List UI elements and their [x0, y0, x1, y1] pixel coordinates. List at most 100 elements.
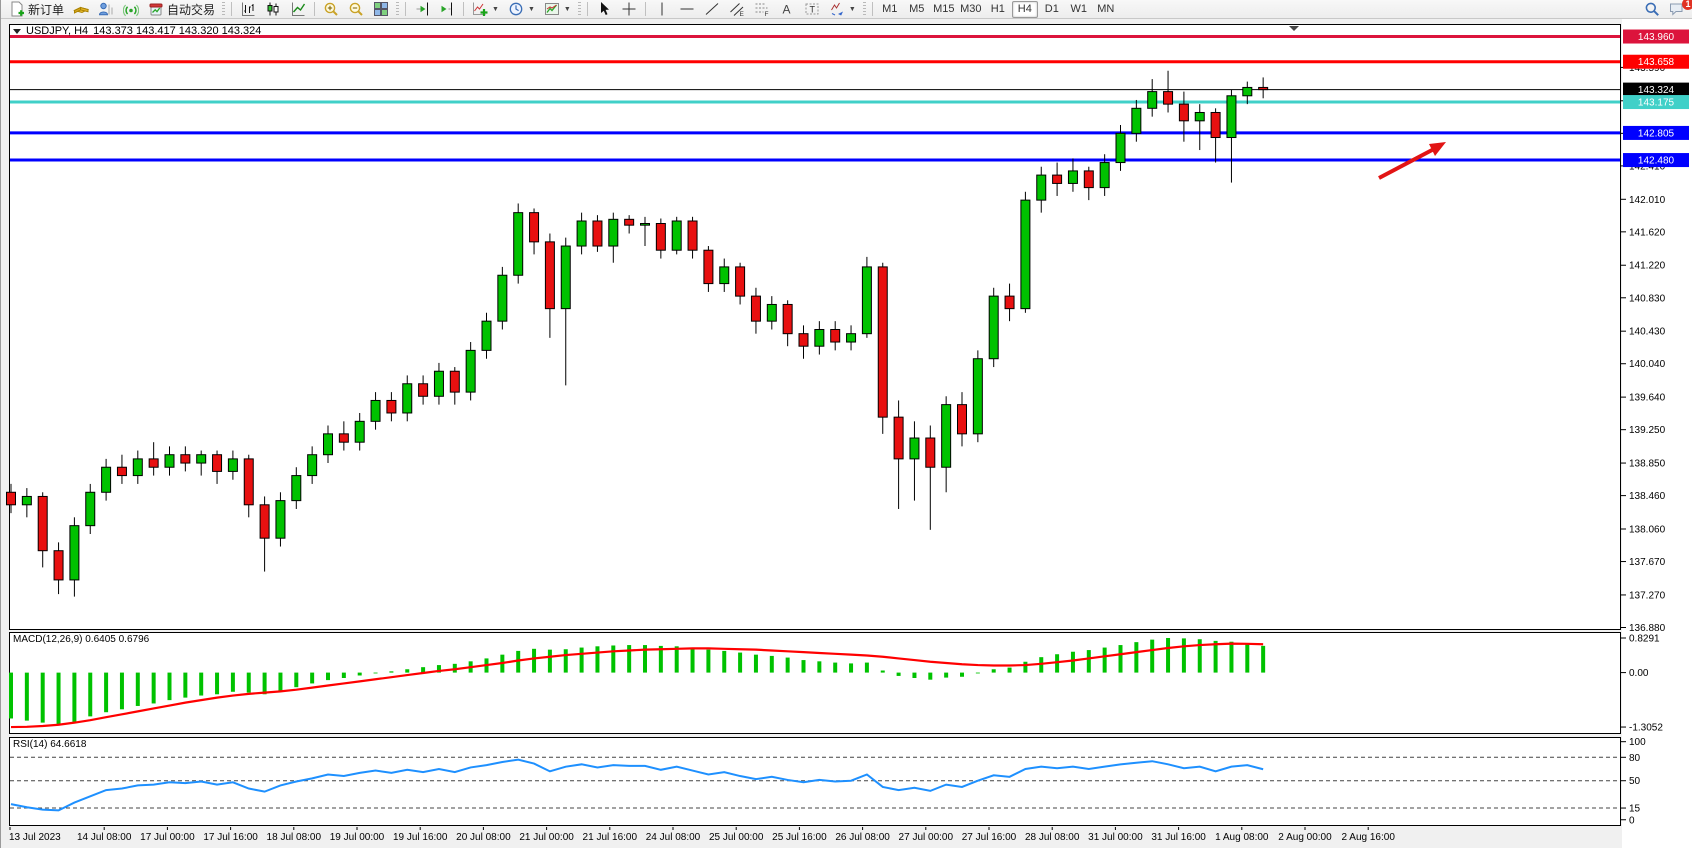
timeframe-mn-button[interactable]: MN: [1093, 1, 1119, 18]
svg-text:140.830: 140.830: [1629, 293, 1666, 304]
label-button[interactable]: T: [800, 1, 824, 18]
svg-text:25 Jul 16:00: 25 Jul 16:00: [772, 832, 827, 843]
crosshair-icon: [621, 1, 637, 17]
svg-text:143.175: 143.175: [1638, 98, 1675, 109]
svg-text:141.620: 141.620: [1629, 227, 1666, 238]
svg-text:21 Jul 16:00: 21 Jul 16:00: [583, 832, 638, 843]
search-button[interactable]: [1640, 1, 1664, 18]
svg-text:142.010: 142.010: [1629, 195, 1666, 206]
candlestick-chart-button[interactable]: [261, 1, 285, 18]
toolbar-grip: [222, 2, 226, 16]
shift-marker-icon: [1289, 26, 1299, 31]
fibonacci-button[interactable]: F: [750, 1, 774, 18]
templates-button[interactable]: ▼: [540, 1, 575, 18]
channel-icon: E: [729, 1, 745, 17]
periods-icon: [508, 1, 524, 17]
shapes-icon: [829, 1, 845, 17]
svg-text:19 Jul 00:00: 19 Jul 00:00: [330, 832, 385, 843]
svg-text:21 Jul 00:00: 21 Jul 00:00: [519, 832, 574, 843]
signals-icon: [123, 1, 140, 17]
price-tag: [1623, 82, 1689, 97]
tile-windows-button[interactable]: [369, 1, 393, 18]
timeframe-w1-button[interactable]: W1: [1066, 1, 1092, 18]
vertical-line-icon: [654, 1, 670, 17]
timeframe-m5-button[interactable]: M5: [904, 1, 930, 18]
horizontal-line-button[interactable]: [675, 1, 699, 18]
new-chart-icon: [73, 1, 90, 17]
price-tag: [1623, 95, 1689, 110]
toolbar-separator: [644, 2, 646, 16]
svg-text:17 Jul 16:00: 17 Jul 16:00: [203, 832, 258, 843]
bar-chart-button[interactable]: [236, 1, 260, 18]
autotrading-button[interactable]: 自动交易: [144, 1, 219, 18]
svg-text:143.658: 143.658: [1638, 57, 1675, 68]
timeframe-h1-button[interactable]: H1: [985, 1, 1011, 18]
channel-button[interactable]: E: [725, 1, 749, 18]
toolbar: 新订单 自动交易: [1, 0, 1692, 19]
svg-text:1 Aug 08:00: 1 Aug 08:00: [1215, 832, 1269, 843]
vertical-line-button[interactable]: [650, 1, 674, 18]
autotrading-label: 自动交易: [167, 2, 216, 17]
fibonacci-icon: F: [754, 1, 770, 17]
toolbar-separator: [405, 2, 407, 16]
bar-chart-icon: [240, 1, 256, 17]
svg-text:A: A: [782, 3, 790, 17]
line-chart-button[interactable]: [286, 1, 310, 18]
zoom-in-button[interactable]: [319, 1, 343, 18]
toolbar-grip: [396, 2, 400, 16]
auto-scroll-button[interactable]: [410, 1, 434, 18]
svg-text:14 Jul 08:00: 14 Jul 08:00: [77, 832, 132, 843]
svg-text:142.805: 142.805: [1638, 128, 1675, 139]
indicators-button[interactable]: ▼: [468, 1, 503, 18]
timeframe-h4-button[interactable]: H4: [1011, 0, 1038, 18]
timeframe-m1-button[interactable]: M1: [877, 1, 903, 18]
time-axis[interactable]: 13 Jul 2023 14 Jul 08:00 17 Jul 00:00 17 Ju…: [9, 827, 1395, 843]
timeframe-d1-button[interactable]: D1: [1039, 1, 1065, 18]
price-tag: [1623, 153, 1689, 168]
svg-text:141.220: 141.220: [1629, 261, 1666, 272]
horizontal-line-icon: [679, 1, 695, 17]
notifications-button[interactable]: 1: [1665, 0, 1692, 18]
periods-button[interactable]: ▼: [504, 1, 539, 18]
text-icon: A: [779, 1, 795, 17]
svg-text:26 Jul 08:00: 26 Jul 08:00: [835, 832, 890, 843]
trend-arrow-annotation: [1378, 142, 1446, 180]
svg-text:31 Jul 00:00: 31 Jul 00:00: [1088, 832, 1143, 843]
cursor-icon: [596, 1, 612, 17]
trendline-icon: [704, 1, 720, 17]
line-chart-icon: [290, 1, 306, 17]
svg-text:0.00: 0.00: [1629, 668, 1649, 679]
toolbar-separator: [314, 2, 316, 16]
candlestick-chart-icon: [265, 1, 281, 17]
rsi-indicator-label: RSI(14) 64.6618: [13, 739, 87, 750]
zoom-out-button[interactable]: [344, 1, 368, 18]
svg-text:27 Jul 00:00: 27 Jul 00:00: [899, 832, 954, 843]
toolbar-grip: [862, 2, 866, 16]
timeframe-m30-button[interactable]: M30: [958, 1, 984, 18]
price-tag: [1623, 54, 1689, 69]
svg-text:2 Aug 00:00: 2 Aug 00:00: [1278, 832, 1332, 843]
signals-button[interactable]: [119, 1, 143, 18]
svg-text:31 Jul 16:00: 31 Jul 16:00: [1151, 832, 1206, 843]
new-order-button[interactable]: 新订单: [5, 1, 68, 18]
new-chart-button[interactable]: [69, 1, 93, 18]
chart-dropdown-icon[interactable]: [13, 28, 21, 34]
shapes-button[interactable]: ▼: [825, 1, 860, 18]
chart-shift-button[interactable]: [435, 1, 459, 18]
svg-text:136.880: 136.880: [1629, 623, 1666, 634]
trendline-button[interactable]: [700, 1, 724, 18]
svg-text:143.324: 143.324: [1638, 85, 1675, 96]
toolbar-separator: [231, 2, 233, 16]
toolbar-separator: [586, 2, 588, 16]
text-button[interactable]: A: [775, 1, 799, 18]
profiles-button[interactable]: [94, 1, 118, 18]
crosshair-button[interactable]: [617, 1, 641, 18]
timeframe-m15-button[interactable]: M15: [931, 1, 957, 18]
chart-ohlc-values: 143.373 143.417 143.320 143.324: [93, 25, 262, 37]
svg-text:-1.3052: -1.3052: [1629, 723, 1663, 734]
svg-text:138.850: 138.850: [1629, 459, 1666, 470]
svg-text:18 Jul 08:00: 18 Jul 08:00: [267, 832, 322, 843]
cursor-button[interactable]: [592, 1, 616, 18]
notification-badge: 1: [1682, 0, 1692, 10]
